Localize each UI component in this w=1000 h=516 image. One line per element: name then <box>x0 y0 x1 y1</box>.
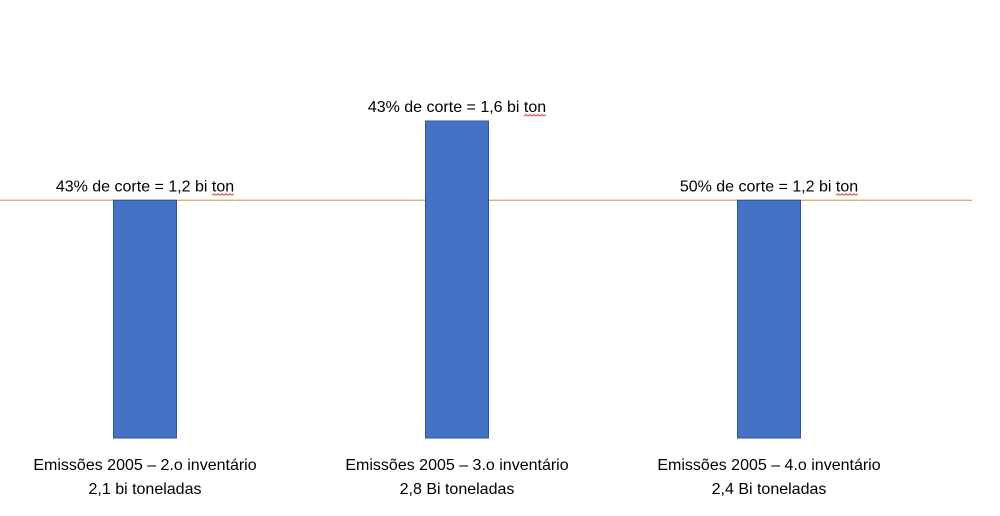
category-label-2-line-2: 2,8 Bi toneladas <box>400 481 515 498</box>
category-label-3-line-1: Emissões 2005 – 4.o inventário <box>657 457 880 474</box>
category-label-1-line-1: Emissões 2005 – 2.o inventário <box>33 457 256 474</box>
spellcheck-underline-3 <box>835 193 859 196</box>
category-label-1-line-2: 2,1 bi toneladas <box>89 481 202 498</box>
bar-3 <box>737 199 801 439</box>
data-label-3: 50% de corte = 1,2 bi ton <box>680 178 858 195</box>
data-label-1: 43% de corte = 1,2 bi ton <box>56 178 234 195</box>
data-label-2: 43% de corte = 1,6 bi ton <box>368 99 546 116</box>
spellcheck-underline-2 <box>523 113 547 117</box>
category-label-3-line-2: 2,4 Bi toneladas <box>712 481 827 498</box>
category-label-2-line-1: Emissões 2005 – 3.o inventário <box>345 457 568 474</box>
bar-2 <box>425 120 489 439</box>
spellcheck-underline-1 <box>211 193 235 196</box>
bar-1 <box>113 199 177 439</box>
